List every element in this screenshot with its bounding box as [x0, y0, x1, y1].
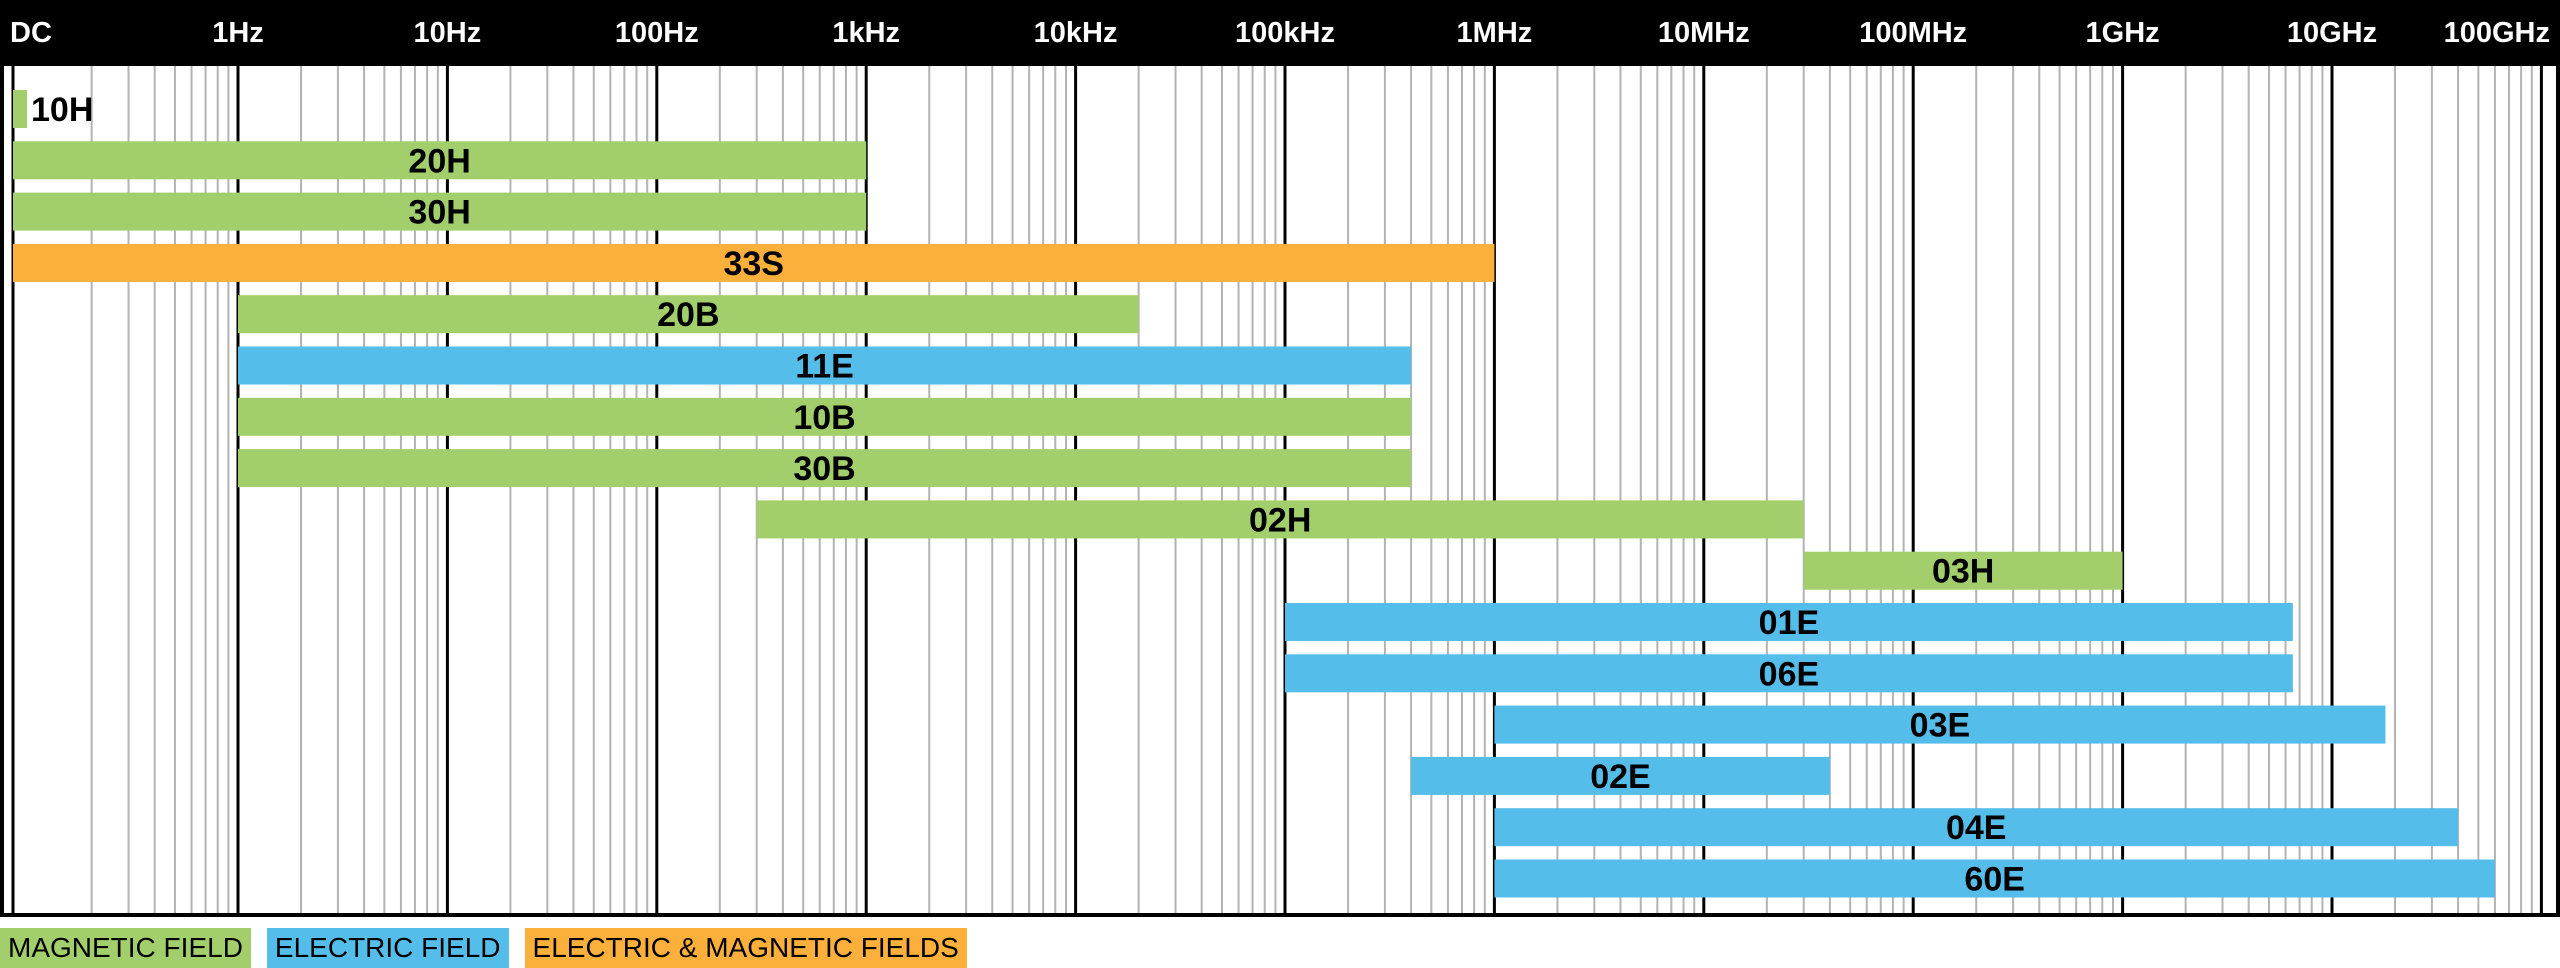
range-bar-30H — [13, 192, 867, 231]
range-bar-33S — [13, 243, 1495, 282]
range-bar-02E — [1411, 756, 1830, 795]
range-bar-label-11E: 11E — [795, 348, 854, 386]
range-bar-06E — [1285, 654, 2293, 693]
tick-label-10MHz: 10MHz — [1658, 17, 1750, 49]
range-bar-label-02E: 02E — [1590, 758, 1651, 796]
range-bar-03E — [1494, 705, 2386, 744]
range-bar-03H — [1803, 551, 2123, 590]
range-bar-label-03E: 03E — [1910, 707, 1971, 745]
range-bar-10B — [238, 397, 1412, 436]
legend-electric-magnetic-fields: ELECTRIC & MAGNETIC FIELDS — [524, 928, 967, 968]
tick-label-1kHz: 1kHz — [832, 17, 900, 49]
tick-label-10kHz: 10kHz — [1034, 17, 1118, 49]
range-bar-04E — [1494, 808, 2459, 847]
tick-label-DC: DC — [10, 17, 52, 49]
range-bar-label-01E: 01E — [1759, 604, 1820, 642]
tick-label-1Hz: 1Hz — [212, 17, 264, 49]
range-bar-11E — [238, 346, 1412, 385]
range-bar-label-20B: 20B — [657, 296, 719, 334]
axis-frame-right — [2556, 0, 2560, 917]
range-bar-label-10B: 10B — [793, 399, 855, 437]
legend-electric-field: ELECTRIC FIELD — [266, 928, 509, 968]
legend: MAGNETIC FIELD ELECTRIC FIELD ELECTRIC &… — [0, 928, 967, 968]
tick-label-1MHz: 1MHz — [1457, 17, 1533, 49]
axis-header-band — [0, 0, 2560, 66]
range-bar-02H — [756, 500, 1804, 539]
axis-frame — [0, 0, 2560, 917]
range-bar-label-03H: 03H — [1932, 553, 1994, 591]
tick-label-100kHz: 100kHz — [1235, 17, 1335, 49]
tick-label-100Hz: 100Hz — [615, 17, 699, 49]
range-bar-20B — [238, 295, 1139, 334]
range-bar-label-10H: 10H — [31, 91, 93, 129]
x-axis-tick-labels: DC 1Hz 10Hz 100Hz 1kHz 10kHz 100kHz 1MHz 10MHz 10… — [10, 17, 2550, 49]
range-bar-label-60E: 60E — [1964, 861, 2025, 899]
axis-frame-bottom — [0, 913, 2560, 917]
tick-label-1GHz: 1GHz — [2086, 17, 2160, 49]
range-bar-label-02H: 02H — [1249, 501, 1311, 539]
tick-label-10GHz: 10GHz — [2287, 17, 2377, 49]
range-bar-10H — [13, 90, 27, 128]
range-bar-label-06E: 06E — [1759, 655, 1820, 693]
range-bar-label-04E: 04E — [1946, 809, 2007, 847]
range-bar-30B — [238, 449, 1412, 488]
tick-label-100MHz: 100MHz — [1859, 17, 1967, 49]
tick-label-10Hz: 10Hz — [414, 17, 482, 49]
range-bar-label-20H: 20H — [408, 142, 470, 180]
range-bar-label-30H: 30H — [408, 194, 470, 232]
range-bar-01E — [1285, 603, 2293, 641]
range-bar-label-30B: 30B — [793, 450, 855, 488]
axis-frame-left — [0, 0, 4, 917]
range-bar-60E — [1494, 859, 2495, 898]
range-bar-label-33S: 33S — [723, 245, 784, 283]
legend-magnetic-field: MAGNETIC FIELD — [0, 928, 251, 968]
range-bar-20H — [13, 141, 867, 180]
tick-label-100GHz: 100GHz — [2444, 17, 2550, 49]
